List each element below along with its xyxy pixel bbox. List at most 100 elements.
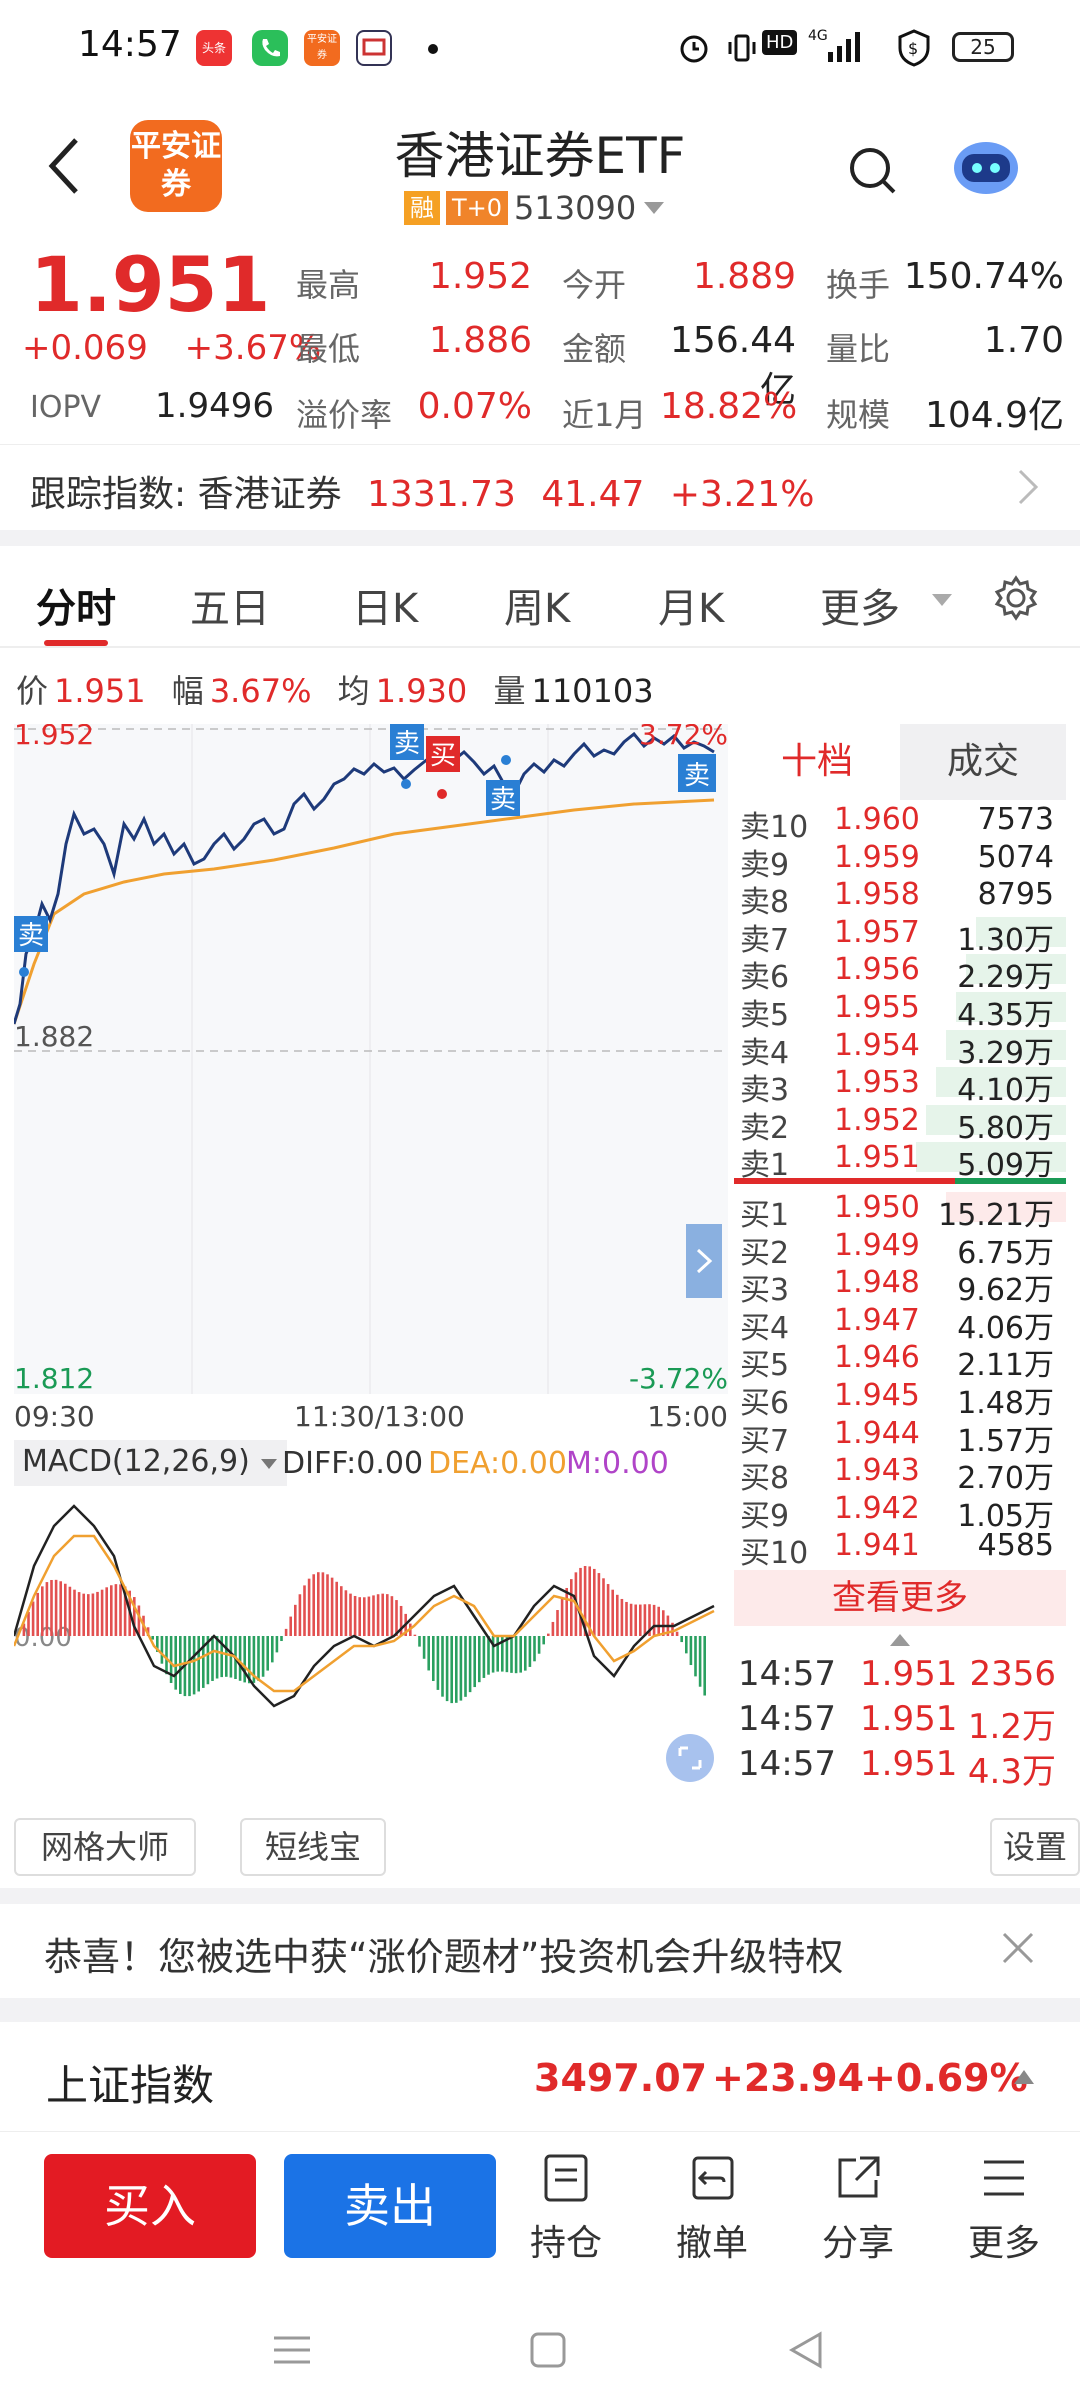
sell-volume-bar — [946, 1029, 1066, 1060]
price-label: 价 — [16, 672, 49, 710]
sell-level-price: 1.955 — [834, 989, 920, 1025]
buy-level-label: 买7 — [740, 1423, 790, 1459]
tab-intraday[interactable]: 分时 — [36, 586, 116, 632]
expand-up-icon[interactable] — [1014, 2070, 1034, 2084]
y-axis-bottom: 1.812 — [14, 1362, 94, 1394]
sell-level-quantity: 3.29万 — [957, 1035, 1054, 1071]
position-button[interactable]: 持仓 — [516, 2152, 616, 2266]
promo-text: 恭喜！您被选中获“涨价题材”投资机会升级特权 — [44, 1935, 844, 1979]
more-button[interactable]: 更多 — [954, 2152, 1054, 2266]
sell-volume-bar — [926, 1104, 1066, 1135]
fullscreen-button[interactable] — [666, 1734, 714, 1782]
buy-level-row[interactable]: 买6 1.945 1.48万 — [734, 1376, 1066, 1421]
buy-level-row[interactable]: 买8 1.943 2.70万 — [734, 1451, 1066, 1496]
sell-level-row[interactable]: 卖1 1.951 5.09万 — [734, 1138, 1066, 1183]
macd-bar — [473, 1636, 476, 1688]
ai-assistant-robot-icon[interactable] — [950, 136, 1022, 198]
cancel-order-button[interactable]: 撤单 — [662, 2152, 762, 2266]
grid-master-button[interactable]: 网格大师 — [14, 1818, 196, 1876]
sell-levels: 卖10 1.960 7573 卖9 1.959 5074 卖8 1.958 8795 卖7 1.95… — [734, 800, 1066, 1183]
sell-level-row[interactable]: 卖3 1.953 4.10万 — [734, 1063, 1066, 1108]
buy-level-label: 买10 — [740, 1536, 809, 1572]
macd-bar — [271, 1636, 274, 1663]
info-amplitude: 3.67% — [209, 672, 312, 710]
home-nav-icon[interactable] — [526, 2328, 570, 2372]
trade-price: 1.951 — [860, 1743, 958, 1784]
sell-level-row[interactable]: 卖5 1.955 4.35万 — [734, 988, 1066, 1033]
buy-volume-bar — [946, 1191, 1066, 1222]
trade-vol: 1.2万 — [967, 1706, 1056, 1747]
sell-level-label: 卖6 — [740, 960, 790, 996]
sell-level-row[interactable]: 卖4 1.954 3.29万 — [734, 1026, 1066, 1071]
security-subtitle[interactable]: 融 T+0 513090 — [404, 188, 666, 228]
share-icon — [838, 2156, 880, 2198]
buy-level-row[interactable]: 买9 1.942 1.05万 — [734, 1489, 1066, 1534]
order-book: 十档 成交 卖10 1.960 7573 卖9 1.959 5074 卖8 1.958 8795… — [734, 724, 1066, 1792]
tab-daily-k[interactable]: 日K — [352, 586, 419, 632]
intraday-chart[interactable]: 1.952 1.882 1.812 3.72% -3.72% 卖 卖 买 卖 卖 — [14, 724, 728, 1394]
chart-settings-gear-icon[interactable] — [992, 574, 1040, 622]
macd-bar — [459, 1636, 463, 1701]
promo-notice[interactable]: 恭喜！您被选中获“涨价题材”投资机会升级特权 — [0, 1904, 1080, 1998]
position-label: 持仓 — [529, 2223, 602, 2264]
buy-level-row[interactable]: 买7 1.944 1.57万 — [734, 1414, 1066, 1459]
t0-tag: T+0 — [446, 191, 509, 225]
sell-level-row[interactable]: 卖2 1.952 5.80万 — [734, 1101, 1066, 1146]
macd-bar — [482, 1636, 486, 1678]
macd-bar — [496, 1636, 499, 1672]
search-icon[interactable] — [846, 144, 900, 198]
sell-level-price: 1.957 — [834, 914, 920, 950]
close-icon[interactable] — [998, 1928, 1038, 1968]
buy-level-row[interactable]: 买4 1.947 4.06万 — [734, 1301, 1066, 1346]
tab-more[interactable]: 更多 — [820, 586, 900, 632]
tab-trades[interactable]: 成交 — [900, 724, 1066, 800]
sell-level-row[interactable]: 卖8 1.958 8795 — [734, 875, 1066, 920]
sell-button[interactable]: 卖出 — [284, 2154, 496, 2258]
macd-bar — [151, 1636, 154, 1640]
bottom-action-bar: 买入 卖出 持仓 撤单 分享 更多 — [0, 2140, 1080, 2280]
macd-bar — [537, 1636, 541, 1654]
sell-level-row[interactable]: 卖9 1.959 5074 — [734, 838, 1066, 883]
sell-marker: 卖 — [490, 785, 516, 815]
macd-selector[interactable]: MACD(12,26,9) — [14, 1440, 288, 1486]
buy-level-row[interactable]: 买3 1.948 9.62万 — [734, 1263, 1066, 1308]
sell-level-row[interactable]: 卖10 1.960 7573 — [734, 800, 1066, 845]
undo-order-icon — [692, 2156, 734, 2200]
macd-bar — [547, 1633, 550, 1636]
trade-row: 14:57 1.951 1.2万 — [734, 1699, 1066, 1747]
back-arrow-icon[interactable] — [44, 136, 84, 196]
macd-bar — [606, 1584, 610, 1636]
sell-level-row[interactable]: 卖6 1.956 2.29万 — [734, 950, 1066, 995]
view-more-button[interactable]: 查看更多 — [734, 1569, 1066, 1626]
macd-bar — [556, 1610, 559, 1636]
buy-level-price: 1.947 — [834, 1302, 920, 1338]
sell-level-row[interactable]: 卖7 1.957 1.30万 — [734, 913, 1066, 958]
settings-button[interactable]: 设置 — [990, 1818, 1080, 1876]
tab-ten-levels[interactable]: 十档 — [734, 724, 900, 800]
buy-button[interactable]: 买入 — [44, 2154, 256, 2258]
status-bar: 14:57 头条 平安证券 HD 4G $ 25 — [0, 0, 1080, 96]
sell-level-price: 1.954 — [834, 1027, 920, 1063]
buy-level-quantity: 4.06万 — [957, 1310, 1054, 1346]
tab-monthly-k[interactable]: 月K — [658, 586, 725, 632]
index-name: 上证指数 — [46, 2061, 215, 2110]
buy-level-row[interactable]: 买10 1.941 4585 — [734, 1526, 1066, 1571]
tab-weekly-k[interactable]: 周K — [504, 586, 571, 632]
buy-level-row[interactable]: 买2 1.949 6.75万 — [734, 1226, 1066, 1271]
tracking-index-row[interactable]: 跟踪指数: 香港证券 1331.73 41.47 +3.21% — [0, 444, 1080, 530]
market-index-row[interactable]: 上证指数 3497.07 +23.94 +0.69% — [0, 2022, 1080, 2132]
macd-bar — [629, 1603, 633, 1636]
alarm-icon — [680, 35, 708, 63]
share-button[interactable]: 分享 — [808, 2152, 908, 2266]
buy-level-row[interactable]: 买5 1.946 2.11万 — [734, 1338, 1066, 1383]
collapse-arrow[interactable] — [734, 1626, 1066, 1654]
menu-nav-icon[interactable] — [270, 2328, 314, 2372]
expand-panel-handle[interactable] — [686, 1224, 722, 1298]
tab-five-day[interactable]: 五日 — [190, 586, 270, 632]
short-line-button[interactable]: 短线宝 — [240, 1818, 386, 1876]
stat-label: 换手 — [826, 266, 891, 304]
buy-level-row[interactable]: 买1 1.950 15.21万 — [734, 1188, 1066, 1233]
tab-more-dropdown-icon — [932, 594, 952, 606]
macd-bar — [211, 1636, 214, 1681]
back-nav-icon[interactable] — [784, 2328, 828, 2372]
